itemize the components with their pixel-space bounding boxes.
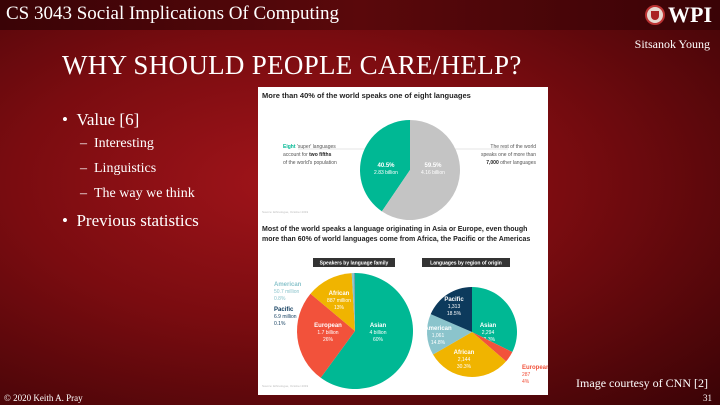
slice-label: 59.5% <box>424 163 442 169</box>
image-credit: Image courtesy of CNN [2] <box>576 376 708 390</box>
slice-label: Asian <box>480 323 497 329</box>
slice-label: 1.7 billion <box>317 330 338 336</box>
slice-label: 1,313 <box>448 304 461 310</box>
wpi-logo: WPI <box>645 2 712 28</box>
slice-label: 32.3% <box>481 337 496 343</box>
chart1-title: More than 40% of the world speaks one of… <box>262 91 471 100</box>
slice-label: 287 <box>522 372 531 378</box>
sub-bullet: – The way we think <box>80 186 195 201</box>
pie-slice-European <box>297 293 355 378</box>
sub-bullet: – Interesting <box>80 136 154 151</box>
sub-bullet-text: Linguistics <box>94 161 157 176</box>
note: 'super' languages <box>297 144 336 150</box>
slice-label: 26% <box>323 337 334 343</box>
note: other languages <box>500 160 536 166</box>
sub-bullet-text: Interesting <box>94 136 154 151</box>
slice-label: African <box>329 291 350 297</box>
slice-label: American <box>274 282 302 288</box>
bullet-text: Previous statistics <box>76 211 199 230</box>
course-title: CS 3043 Social Implications Of Computing <box>6 3 340 24</box>
author: Sitsanok Young <box>634 37 710 51</box>
slice-label: 6.9 million <box>274 314 297 320</box>
svg-text:account for two fifths: account for two fifths <box>283 152 332 158</box>
slice-label: 0.1% <box>274 321 286 327</box>
slice-label: 50.7 million <box>274 289 300 295</box>
pie-slice-European <box>472 332 513 362</box>
sub-bullet-text: The way we think <box>94 186 195 201</box>
slide-title: WHY SHOULD PEOPLE CARE/HELP? <box>62 50 522 80</box>
pie-slice-Asian <box>472 287 517 353</box>
slice-label: 14.8% <box>431 340 446 346</box>
slice-label: 2,294 <box>482 330 495 336</box>
slice-label: 1,061 <box>432 333 445 339</box>
slice-label: European <box>522 365 548 371</box>
pie-slice-African <box>310 273 355 331</box>
pie-slice-American <box>351 273 355 331</box>
pie-slice-40.5% <box>360 120 410 212</box>
pie-slice-Pacific <box>430 287 472 332</box>
slice-label: African <box>454 350 475 356</box>
pie-slice-American <box>427 314 472 355</box>
pie-slice-Asian <box>320 273 413 389</box>
slice-label: 4% <box>522 379 530 385</box>
page-number: 31 <box>703 393 712 403</box>
bullet-text: Value [6] <box>76 110 140 129</box>
note: of the world's population <box>283 160 337 166</box>
note: two fifths <box>309 152 331 158</box>
slice-label: American <box>424 326 452 332</box>
slice-label: 887 million <box>327 298 351 304</box>
slice-label: 4 billion <box>370 330 387 336</box>
seal-icon <box>645 5 665 25</box>
slice-label: 13% <box>334 305 345 311</box>
sub-bullet: – Linguistics <box>80 161 157 176</box>
source: Source: Ethnologue, October 2019 <box>262 384 309 388</box>
note: account for <box>283 152 308 158</box>
slice-label: 40.5% <box>377 163 395 169</box>
slice-label: European <box>314 323 342 329</box>
slice-label: 60% <box>373 337 384 343</box>
logo-text: WPI <box>668 2 712 27</box>
chart2-title: Speakers by language family <box>320 261 389 267</box>
copyright: © 2020 Keith A. Pray <box>4 393 83 403</box>
slice-label: Asian <box>370 323 387 329</box>
slice-label: 4.16 billion <box>421 170 445 176</box>
slice-label: 2.83 billion <box>374 170 398 176</box>
slice-label: 30.3% <box>457 364 472 370</box>
source: Source: Ethnologue, October 2019 <box>262 210 309 214</box>
pie-slice-59.5% <box>381 120 460 220</box>
pie-slice-African <box>433 332 507 377</box>
header-bar: CS 3043 Social Implications Of Computing… <box>0 0 720 30</box>
note: 7,000 <box>486 160 499 166</box>
cnn-infographic: More than 40% of the world speaks one of… <box>258 87 550 395</box>
slice-label: Pacific <box>274 307 294 313</box>
chart2-heading: Most of the world speaks a language orig… <box>262 226 531 243</box>
bullet: • Previous statistics <box>62 211 199 230</box>
slice-label: 0.8% <box>274 296 286 302</box>
svg-text:7,000 other languages: 7,000 other languages <box>486 160 536 166</box>
note: Eight <box>283 144 296 150</box>
svg-text:Eight 'super' languages: Eight 'super' languages <box>283 144 336 150</box>
slice-label: 2,144 <box>458 357 471 363</box>
chart3-title: Languages by region of origin <box>430 261 502 267</box>
slice-label: 18.5% <box>447 311 462 317</box>
note: speaks one of more than <box>481 152 536 158</box>
note: The rest of the world <box>490 144 536 150</box>
bullet-list: • Value [6] – Interesting – Linguistics … <box>62 110 199 231</box>
slice-label: Pacific <box>444 297 464 303</box>
bullet: • Value [6] <box>62 110 140 129</box>
